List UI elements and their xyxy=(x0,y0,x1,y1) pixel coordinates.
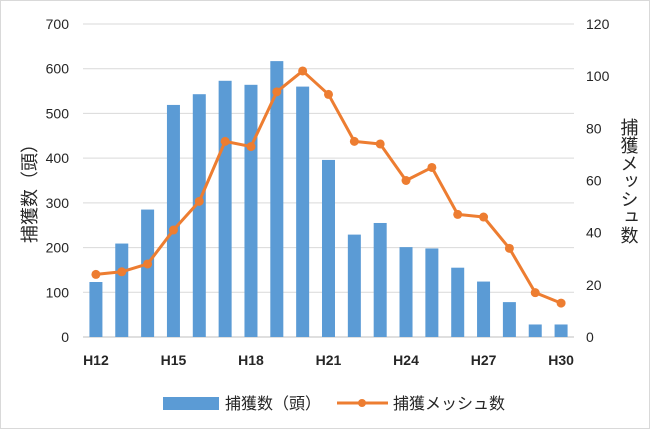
line-point xyxy=(220,136,230,146)
bar xyxy=(141,209,155,337)
line-point xyxy=(272,87,282,97)
bar xyxy=(425,248,439,337)
line-point xyxy=(453,209,463,219)
line-point xyxy=(246,142,256,152)
left-tick-label: 700 xyxy=(46,16,70,32)
x-tick-label: H18 xyxy=(238,352,264,368)
bar xyxy=(477,281,491,337)
x-tick-label: H24 xyxy=(393,352,419,368)
left-tick-label: 500 xyxy=(46,105,70,121)
legend-label-line: 捕獲メッシュ数 xyxy=(393,394,505,413)
line-point xyxy=(324,89,333,99)
right-tick-label: 100 xyxy=(586,68,610,84)
right-tick-label: 0 xyxy=(586,329,594,345)
right-tick-label: 20 xyxy=(586,277,602,293)
left-tick-label: 200 xyxy=(46,240,70,256)
line-point xyxy=(401,176,411,185)
line-point xyxy=(375,139,385,149)
line-point xyxy=(117,267,127,277)
line-point xyxy=(143,259,153,269)
left-tick-label: 0 xyxy=(61,329,69,345)
x-tick-label: H27 xyxy=(471,352,497,368)
bar xyxy=(270,61,284,338)
line-point xyxy=(168,225,178,235)
line-point xyxy=(349,136,359,146)
bar xyxy=(554,324,568,337)
x-axis-ticks: H12 H15 H18 H21 H24 H27 H30 xyxy=(83,352,574,368)
x-tick-label: H12 xyxy=(83,352,109,368)
left-axis-ticks: 0 100 200 300 400 500 600 700 xyxy=(46,16,70,345)
right-tick-label: 120 xyxy=(586,16,610,32)
left-axis-title: 捕獲数（頭） xyxy=(20,135,41,243)
bar xyxy=(115,243,129,337)
bar xyxy=(347,234,361,337)
line-point xyxy=(504,243,514,253)
line-point xyxy=(427,162,437,172)
bar xyxy=(451,267,465,337)
bar xyxy=(296,86,310,337)
bar xyxy=(528,324,542,337)
bar xyxy=(244,84,258,337)
bar xyxy=(399,247,413,337)
right-tick-label: 80 xyxy=(586,120,602,136)
line-point xyxy=(298,66,308,76)
legend-swatch-bar xyxy=(163,397,219,410)
bar xyxy=(89,282,103,337)
left-tick-label: 100 xyxy=(46,284,70,300)
line-point xyxy=(194,196,204,206)
right-tick-label: 60 xyxy=(586,173,602,189)
bar xyxy=(192,94,206,337)
line-series-capture-mesh xyxy=(91,66,566,308)
x-tick-label: H15 xyxy=(161,352,187,368)
bar-series-capture-count xyxy=(89,61,568,338)
right-axis-title: 捕獲メッシュ数 xyxy=(618,118,639,244)
left-tick-label: 300 xyxy=(46,195,70,211)
bar xyxy=(166,104,180,337)
left-tick-label: 600 xyxy=(46,61,70,77)
line-point xyxy=(556,298,566,308)
line-point xyxy=(479,212,489,222)
legend: 捕獲数（頭） 捕獲メッシュ数 xyxy=(163,394,505,413)
bar xyxy=(502,302,516,337)
legend-label-bar: 捕獲数（頭） xyxy=(225,394,321,413)
x-tick-label: H21 xyxy=(316,352,342,368)
legend-swatch-marker xyxy=(358,399,366,407)
line-point xyxy=(530,288,540,298)
right-axis-ticks: 0 20 40 60 80 100 120 xyxy=(586,16,610,345)
left-tick-label: 400 xyxy=(46,150,70,166)
bar xyxy=(218,80,232,337)
line-point xyxy=(91,269,101,279)
bar xyxy=(373,222,387,337)
bar xyxy=(322,159,335,337)
x-tick-label: H30 xyxy=(548,352,574,368)
right-tick-label: 40 xyxy=(586,225,602,241)
